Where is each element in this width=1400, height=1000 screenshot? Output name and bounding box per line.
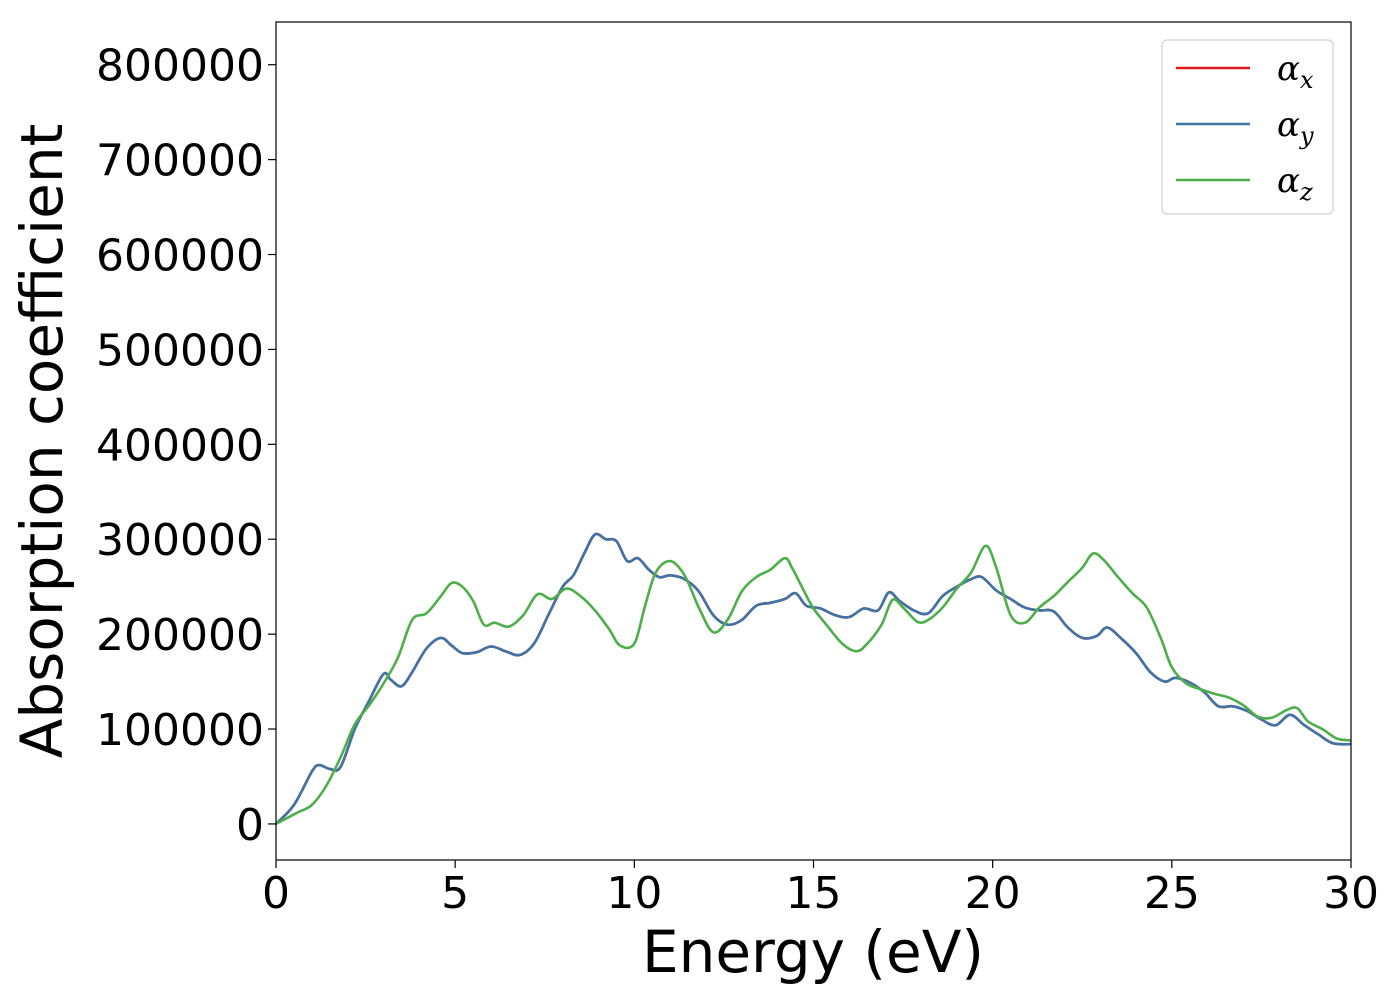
series-layer bbox=[276, 532, 1351, 826]
x-tick-label: 10 bbox=[606, 868, 662, 919]
legend-label-x: αx bbox=[1277, 49, 1314, 94]
y-tick-label: 500000 bbox=[96, 325, 264, 376]
legend-label-z: αz bbox=[1277, 161, 1313, 206]
x-axis: 0 5 10 15 20 25 30 bbox=[262, 860, 1379, 919]
x-tick-label: 5 bbox=[441, 868, 469, 919]
x-tick-label: 25 bbox=[1144, 868, 1200, 919]
y-tick-label: 200000 bbox=[96, 610, 264, 661]
y-axis: 0 100000 200000 300000 400000 500000 600000 700… bbox=[96, 41, 276, 851]
y-tick-label: 400000 bbox=[96, 420, 264, 471]
y-tick-label: 700000 bbox=[96, 136, 264, 187]
legend-label-y: αy bbox=[1277, 105, 1314, 150]
legend-box bbox=[1161, 39, 1334, 215]
x-tick-label: 15 bbox=[786, 868, 842, 919]
y-tick-label: 800000 bbox=[96, 41, 264, 92]
series-line-y bbox=[276, 532, 1351, 826]
legend: αx αy αz bbox=[1161, 39, 1334, 215]
x-tick-label: 0 bbox=[262, 868, 290, 919]
x-tick-label: 30 bbox=[1323, 868, 1379, 919]
series-line-z bbox=[276, 544, 1351, 826]
y-axis-title: Absorption coefficient bbox=[8, 124, 76, 759]
y-tick-label: 600000 bbox=[96, 231, 264, 282]
y-tick-label: 300000 bbox=[96, 515, 264, 566]
x-axis-title: Energy (eV) bbox=[642, 918, 984, 986]
y-tick-label: 100000 bbox=[96, 705, 264, 756]
x-tick-label: 20 bbox=[965, 868, 1021, 919]
y-tick-label: 0 bbox=[236, 800, 264, 851]
